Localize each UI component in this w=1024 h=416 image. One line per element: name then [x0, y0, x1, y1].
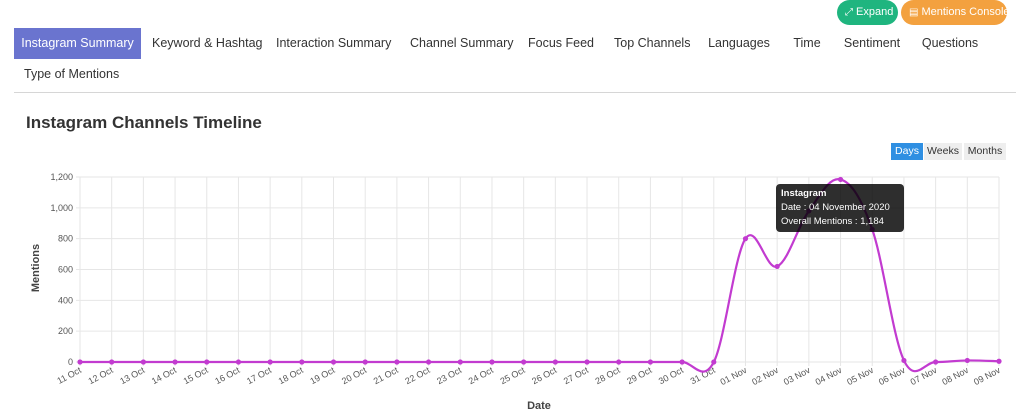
mentions-console-label: Mentions Console — [921, 6, 1010, 18]
data-point[interactable] — [267, 359, 273, 365]
data-point[interactable] — [77, 359, 83, 365]
x-tick-label: 13 Oct — [118, 365, 147, 387]
data-point[interactable] — [489, 359, 495, 365]
x-tick-label: 30 Oct — [657, 365, 686, 387]
data-point[interactable] — [964, 357, 970, 364]
x-tick-label: 14 Oct — [150, 365, 179, 387]
y-tick-label: 1,000 — [50, 203, 73, 213]
tab-questions[interactable]: Questions — [921, 36, 979, 50]
range-days-button[interactable]: Days — [891, 143, 923, 160]
x-tick-label: 15 Oct — [182, 365, 211, 387]
data-point[interactable] — [109, 359, 115, 365]
range-months-button[interactable]: Months — [964, 143, 1006, 160]
y-tick-label: 1,200 — [50, 172, 73, 182]
tab-languages[interactable]: Languages — [708, 36, 770, 50]
mentions-console-button[interactable]: ▤ Mentions Console — [901, 0, 1010, 25]
x-tick-label: 02 Nov — [750, 365, 780, 387]
data-point[interactable] — [521, 359, 527, 365]
tab-top-channels[interactable]: Top Channels — [614, 36, 691, 50]
tab-sentiment[interactable]: Sentiment — [843, 36, 901, 50]
x-tick-label: 01 Nov — [719, 365, 749, 387]
x-tick-label: 22 Oct — [403, 365, 432, 387]
data-point[interactable] — [837, 176, 844, 183]
x-tick-label: 25 Oct — [498, 365, 527, 387]
x-tick-label: 08 Nov — [940, 365, 970, 387]
data-point[interactable] — [140, 359, 146, 365]
y-axis-title: Mentions — [30, 244, 42, 292]
data-point[interactable] — [742, 236, 749, 242]
tab-keyword-hashtag[interactable]: Keyword & Hashtag — [152, 36, 263, 50]
x-tick-label: 09 Nov — [972, 365, 1002, 387]
tooltip-date: Date : 04 November 2020 — [781, 202, 890, 213]
tab-bar: Instagram Summary Keyword & Hashtag Inte… — [14, 28, 1016, 93]
x-tick-label: 21 Oct — [372, 365, 401, 387]
y-axis-ticks: 0 200 400 600 800 1,000 1,200 — [50, 172, 73, 367]
y-tick-label: 600 — [58, 265, 73, 275]
data-point[interactable] — [204, 359, 210, 365]
data-point[interactable] — [457, 359, 463, 365]
chart-tooltip: Instagram Date : 04 November 2020 Overal… — [776, 184, 904, 232]
data-point[interactable] — [330, 359, 337, 365]
tab-time[interactable]: Time — [793, 36, 821, 50]
data-point[interactable] — [679, 359, 685, 365]
tab-channel-summary[interactable]: Channel Summary — [410, 36, 514, 50]
data-point[interactable] — [235, 359, 242, 365]
expand-icon: ⤢ — [845, 7, 853, 18]
x-tick-label: 19 Oct — [308, 365, 337, 387]
x-tick-label: 23 Oct — [435, 365, 464, 387]
tooltip-mentions: Overall Mentions : 1,184 — [781, 216, 884, 227]
x-axis-ticks: 11 Oct 12 Oct 13 Oct 14 Oct 15 Oct 16 Oct 17 O… — [55, 365, 1002, 387]
x-tick-label: 20 Oct — [340, 365, 369, 387]
data-point[interactable] — [425, 359, 432, 365]
x-tick-label: 29 Oct — [625, 365, 654, 387]
x-tick-label: 03 Nov — [782, 365, 812, 387]
x-tick-label: 06 Nov — [877, 365, 907, 387]
data-point[interactable] — [996, 358, 1002, 364]
x-tick-label: 18 Oct — [277, 365, 306, 387]
data-point[interactable] — [774, 263, 780, 270]
x-tick-label: 26 Oct — [530, 365, 559, 387]
x-tick-label: 04 Nov — [814, 365, 844, 387]
tab-type-of-mentions[interactable]: Type of Mentions — [24, 67, 120, 81]
y-tick-label: 0 — [68, 357, 73, 367]
x-tick-label: 28 Oct — [594, 365, 623, 387]
data-point[interactable] — [394, 359, 400, 365]
tooltip-title: Instagram — [781, 188, 827, 199]
x-axis-title: Date — [527, 400, 551, 412]
x-tick-label: 12 Oct — [87, 365, 116, 387]
data-point[interactable] — [172, 359, 178, 365]
data-point[interactable] — [362, 359, 368, 365]
x-tick-label: 24 Oct — [467, 365, 496, 387]
y-tick-label: 800 — [58, 234, 73, 244]
data-point[interactable] — [584, 359, 590, 365]
tab-instagram-summary[interactable]: Instagram Summary — [14, 28, 141, 59]
x-tick-label: 05 Nov — [845, 365, 875, 387]
x-tick-label: 27 Oct — [562, 365, 591, 387]
expand-button[interactable]: ⤢ Expand — [837, 0, 898, 25]
data-point[interactable] — [552, 359, 558, 365]
data-point[interactable] — [711, 359, 717, 365]
data-point[interactable] — [299, 359, 305, 365]
data-point[interactable] — [647, 359, 654, 365]
section-title: Instagram Channels Timeline — [26, 113, 262, 132]
y-tick-label: 400 — [58, 295, 73, 305]
console-icon: ▤ — [909, 7, 919, 18]
data-point[interactable] — [616, 359, 622, 365]
data-point[interactable] — [901, 357, 907, 364]
y-tick-label: 200 — [58, 326, 73, 336]
expand-label: Expand — [856, 6, 894, 18]
tab-interaction-summary[interactable]: Interaction Summary — [276, 36, 392, 50]
tab-focus-feed[interactable]: Focus Feed — [528, 36, 595, 50]
x-tick-label: 17 Oct — [245, 365, 274, 387]
series-points — [77, 176, 1002, 365]
range-weeks-button[interactable]: Weeks — [924, 143, 962, 160]
x-tick-label: 11 Oct — [55, 365, 83, 386]
data-point[interactable] — [933, 359, 939, 365]
x-tick-label: 16 Oct — [213, 365, 242, 387]
